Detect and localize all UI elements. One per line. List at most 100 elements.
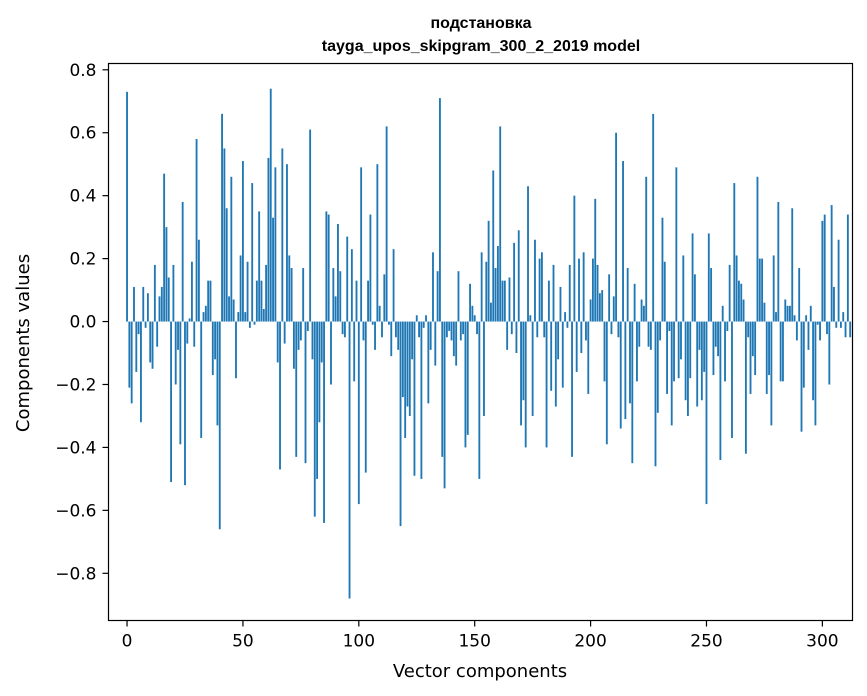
bar: [487, 220, 490, 322]
bar: [763, 302, 766, 322]
bar: [779, 321, 782, 382]
bar: [327, 214, 330, 322]
bar: [645, 176, 648, 322]
bar: [283, 321, 286, 344]
bar: [255, 280, 258, 322]
bar: [554, 321, 557, 407]
bar: [343, 321, 346, 338]
bar: [276, 321, 279, 363]
bar: [126, 91, 128, 322]
bar: [496, 246, 499, 322]
bar: [515, 321, 518, 354]
bar: [367, 280, 370, 322]
bar: [309, 129, 312, 322]
bar: [670, 321, 673, 426]
bar: [589, 299, 592, 322]
bar: [726, 321, 729, 331]
bar: [443, 321, 446, 489]
bar: [800, 321, 803, 432]
bar: [698, 321, 701, 350]
bar: [768, 321, 770, 376]
bar: [452, 321, 455, 357]
bar: [508, 277, 511, 322]
bar: [445, 321, 448, 338]
bar: [172, 264, 175, 322]
bar: [580, 321, 583, 354]
y-tick-label: 0.4: [69, 187, 96, 207]
bar: [809, 305, 812, 322]
bar: [149, 321, 152, 363]
bar: [364, 321, 367, 473]
bar: [668, 321, 671, 331]
bar: [830, 205, 833, 322]
bar: [756, 176, 759, 322]
bar: [265, 264, 268, 322]
bar: [731, 321, 733, 438]
bar: [337, 223, 339, 322]
bar: [262, 308, 265, 322]
bar: [598, 293, 601, 322]
bar: [571, 321, 573, 457]
bar: [596, 264, 599, 322]
bar: [833, 286, 835, 322]
bar: [464, 321, 467, 448]
bar: [693, 274, 696, 322]
bar: [279, 321, 281, 470]
bar: [682, 255, 685, 322]
bars-group: [126, 88, 852, 599]
bar: [188, 318, 191, 322]
bar: [740, 283, 743, 322]
bar: [334, 296, 337, 322]
bar: [281, 148, 284, 322]
bar: [559, 286, 562, 322]
bar: [235, 321, 237, 379]
bar: [191, 261, 193, 322]
bar: [557, 321, 560, 360]
bar: [394, 321, 397, 338]
bar: [325, 211, 328, 322]
bar: [181, 201, 184, 322]
bar: [642, 305, 645, 322]
bar: [251, 183, 254, 322]
bar: [591, 258, 594, 322]
bar: [503, 280, 506, 322]
bar: [728, 264, 731, 322]
bar: [165, 227, 168, 322]
bar: [318, 321, 321, 423]
bar: [636, 321, 638, 382]
bar: [207, 280, 210, 322]
bar: [485, 261, 488, 322]
bar: [420, 321, 423, 479]
bar: [476, 321, 478, 335]
bar: [624, 321, 627, 420]
bar: [244, 312, 247, 322]
bar: [522, 321, 525, 401]
bar: [408, 321, 411, 416]
bar: [524, 321, 527, 448]
bar: [383, 274, 386, 322]
bar: [631, 321, 634, 464]
bar: [362, 321, 365, 341]
bar: [754, 321, 757, 376]
bar: [441, 321, 444, 457]
bar: [552, 264, 555, 322]
bar: [492, 170, 495, 322]
bar: [573, 195, 576, 322]
bar: [197, 239, 200, 322]
bar: [211, 321, 214, 376]
bar: [158, 296, 161, 322]
bar: [788, 305, 791, 322]
bar: [288, 255, 291, 322]
bar: [290, 268, 293, 322]
bar: [605, 321, 608, 445]
bar: [610, 321, 613, 335]
bar: [696, 321, 699, 407]
bar: [436, 271, 439, 322]
bar: [378, 305, 381, 322]
bar: [418, 321, 420, 338]
bar: [434, 321, 437, 366]
x-tick-label: 250: [690, 632, 722, 652]
bar: [712, 321, 715, 376]
bar: [837, 239, 840, 322]
bar: [839, 321, 842, 328]
